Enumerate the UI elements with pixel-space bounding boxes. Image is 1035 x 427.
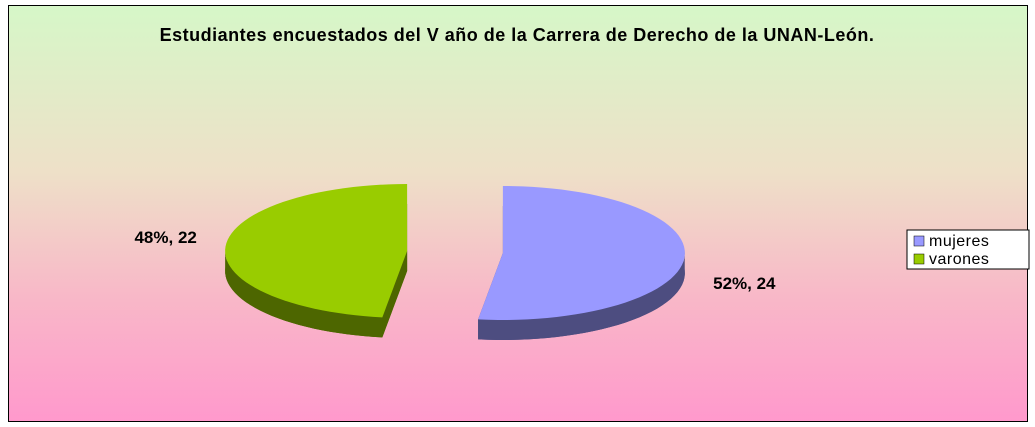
data-label: 48%, 22 [134, 228, 196, 247]
legend-box [906, 229, 1030, 270]
slice-side [225, 249, 383, 338]
slice [478, 185, 685, 320]
chart-title: Estudiantes encuestados del V año de la … [159, 25, 875, 45]
legend-label: mujeres [929, 233, 989, 250]
legend-swatch [913, 235, 925, 247]
data-label: 52%, 24 [713, 274, 776, 293]
slice [225, 184, 408, 318]
legend-label: varones [929, 251, 989, 268]
slice-side [478, 250, 685, 340]
slice-edge [382, 251, 408, 338]
legend-swatch [913, 253, 925, 265]
